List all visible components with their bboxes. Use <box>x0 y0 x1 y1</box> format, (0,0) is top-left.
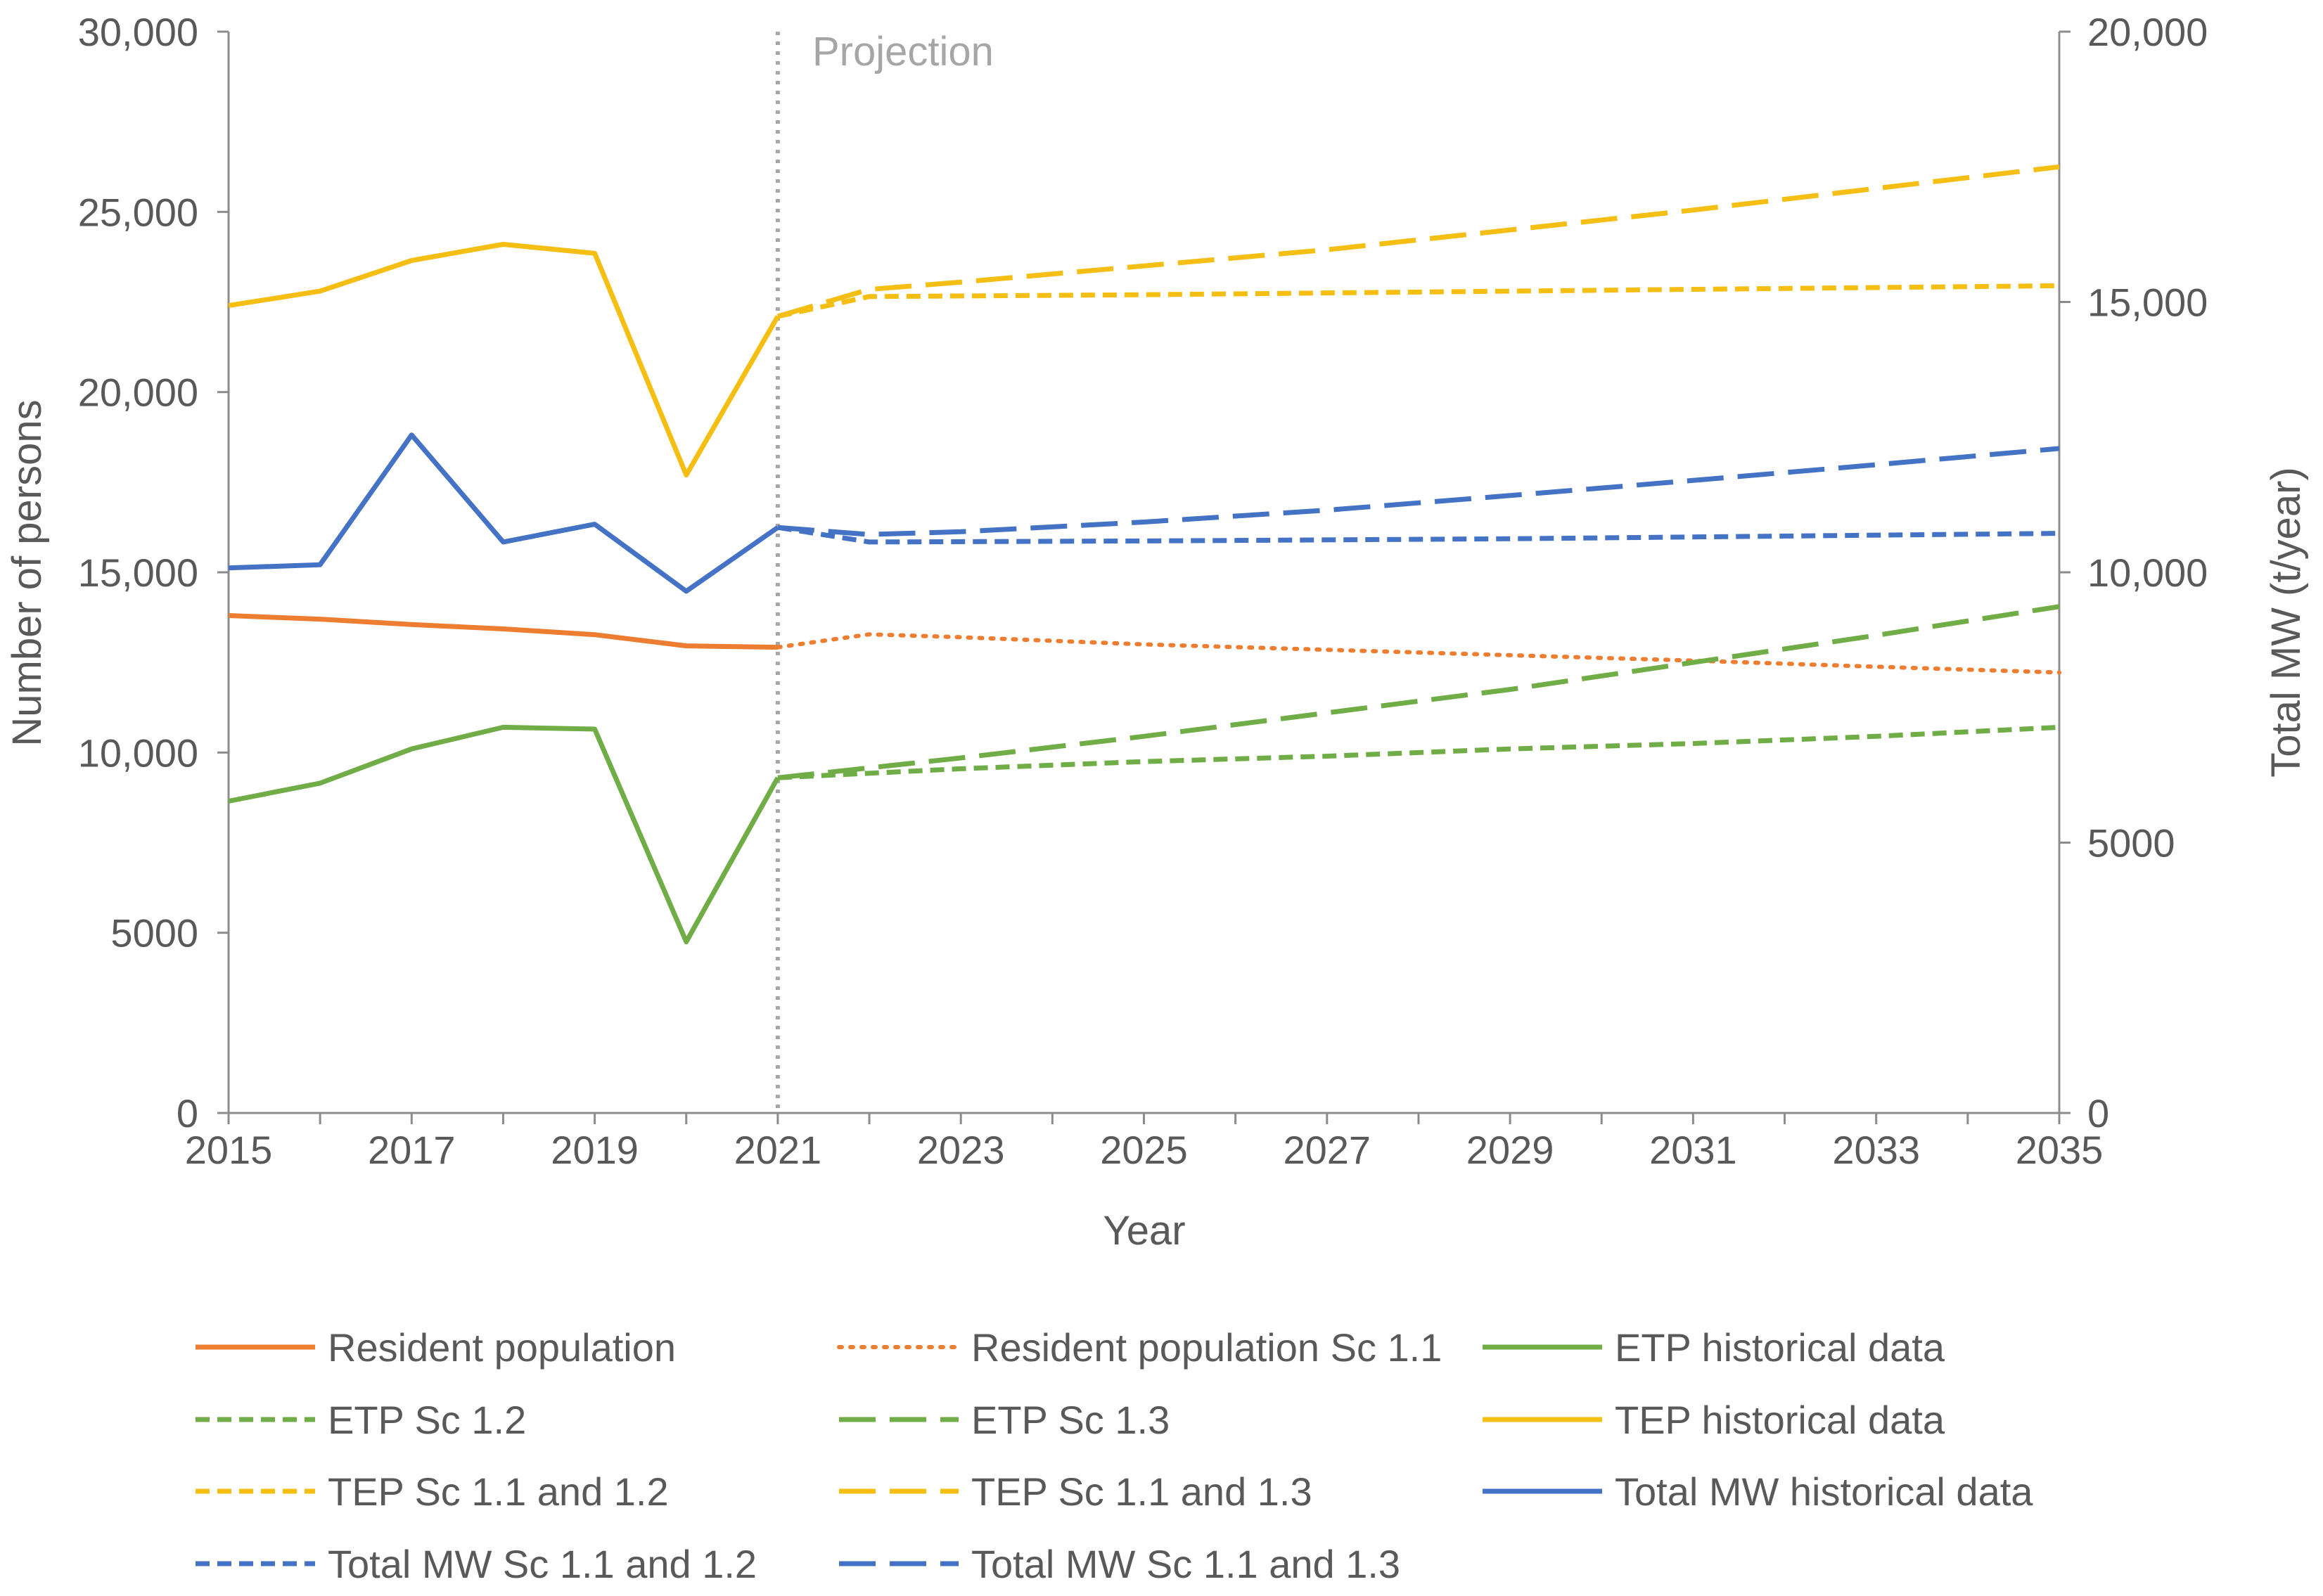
x-tick-label: 2035 <box>2016 1128 2104 1172</box>
series-line-total-mw-sc-1-1-and-1-2 <box>777 525 2060 545</box>
series-line-etp-sc-1-3 <box>777 604 2060 780</box>
legend: Resident population Resident population S… <box>196 1325 2033 1586</box>
axis-labels: Year Number of persons Total MW (t/year)… <box>4 29 2309 1254</box>
projection-label: Projection <box>812 29 994 75</box>
y-axis-right-title: Total MW (t/year) <box>2263 467 2309 778</box>
series-lines <box>228 164 2061 944</box>
legend-label: Resident population Sc 1.1 <box>971 1325 1442 1370</box>
legend-label: Total MW Sc 1.1 and 1.2 <box>328 1542 757 1586</box>
series-line-tep-sc-1-1-and-1-2 <box>777 283 2060 319</box>
x-tick-label: 2017 <box>368 1128 456 1172</box>
x-tick-label: 2033 <box>1832 1128 1920 1172</box>
x-tick-label: 2025 <box>1100 1128 1188 1172</box>
y-right-tick-label: 5000 <box>2087 821 2175 865</box>
y-left-tick-label: 5000 <box>110 911 198 955</box>
y-left-tick-label: 20,000 <box>78 371 198 415</box>
x-tick-label: 2019 <box>551 1128 639 1172</box>
x-tick-label: 2015 <box>185 1128 273 1172</box>
y-left-tick-label: 10,000 <box>78 731 198 775</box>
legend-label: TEP historical data <box>1615 1398 1945 1442</box>
legend-label: Total MW Sc 1.1 and 1.3 <box>971 1542 1400 1586</box>
y-axis-left-title: Number of persons <box>4 399 50 746</box>
x-axis-title: Year <box>1103 1208 1185 1254</box>
y-left-tick-label: 30,000 <box>78 10 198 54</box>
legend-label: ETP Sc 1.2 <box>328 1398 526 1442</box>
series-line-etp-sc-1-2 <box>777 724 2060 780</box>
legend-label: TEP Sc 1.1 and 1.2 <box>328 1469 669 1514</box>
series-line-resident-population-sc-1-1 <box>775 632 2061 675</box>
y-right-tick-label: 15,000 <box>2087 281 2208 325</box>
x-tick-label: 2031 <box>1649 1128 1737 1172</box>
y-left-tick-label: 0 <box>177 1091 198 1135</box>
series-line-tep-sc-1-1-and-1-3 <box>776 164 2060 319</box>
legend-label: TEP Sc 1.1 and 1.3 <box>971 1469 1312 1514</box>
x-tick-label: 2029 <box>1466 1128 1554 1172</box>
y-left-tick-label: 15,000 <box>78 551 198 595</box>
x-tick-label: 2023 <box>917 1128 1005 1172</box>
axes: 0 5000 10,000 15,000 20,000 25,000 30,000 0 5000… <box>78 10 2208 1172</box>
legend-label: Resident population <box>328 1325 676 1370</box>
legend-label: Total MW historical data <box>1615 1469 2033 1514</box>
legend-label: ETP historical data <box>1615 1325 1945 1370</box>
series-line-total-mw-historical-data <box>228 432 779 594</box>
y-right-tick-label: 20,000 <box>2087 10 2208 54</box>
x-tick-label: 2021 <box>734 1128 822 1172</box>
y-right-tick-label: 0 <box>2087 1091 2109 1135</box>
y-left-tick-label: 25,000 <box>78 190 198 234</box>
series-line-etp-historical-data <box>228 724 780 944</box>
legend-label: ETP Sc 1.3 <box>971 1398 1170 1442</box>
series-line-resident-population <box>228 613 778 650</box>
series-line-tep-historical-data <box>228 242 780 478</box>
series-line-total-mw-sc-1-1-and-1-3 <box>777 446 2060 537</box>
x-tick-label: 2027 <box>1284 1128 1371 1172</box>
y-right-tick-label: 10,000 <box>2087 551 2208 595</box>
